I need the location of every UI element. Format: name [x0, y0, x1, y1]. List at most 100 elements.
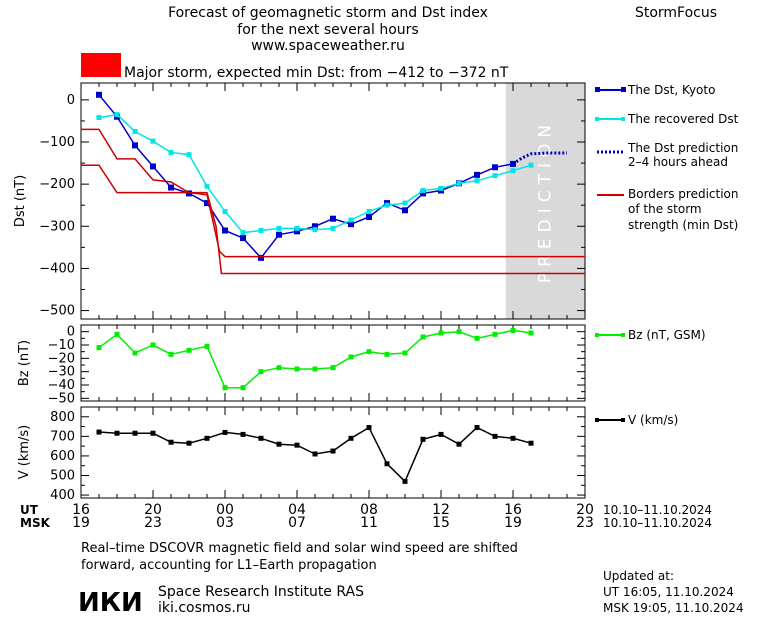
v-series-0-point [114, 430, 120, 436]
v-series-0-point [402, 478, 408, 484]
dst-ytick-label: −300 [39, 219, 75, 234]
v-series-0-point [348, 435, 354, 441]
ut-tick-label: 20 [576, 502, 594, 518]
dst-series-1-point [474, 178, 480, 184]
dst-series-1-point [366, 209, 372, 215]
bz-series-0-point [330, 365, 336, 371]
bz-series-0-point [402, 350, 408, 356]
dst-ytick-label: −500 [39, 304, 75, 319]
dst-series-1-point [186, 152, 192, 158]
v-series-0-point [186, 440, 192, 446]
ut-date-range: 10.10–11.10.2024 [603, 503, 712, 517]
updated-label: Updated at: [603, 569, 674, 583]
dst-series-1-point [132, 128, 138, 134]
bz-series-0-point [168, 351, 174, 357]
bz-axis-label: Bz (nT) [17, 340, 32, 386]
bz-series-0-point [240, 385, 246, 391]
updated-ut: UT 16:05, 11.10.2024 [603, 585, 734, 599]
dst-axis-label: Dst (nT) [13, 175, 28, 227]
dst-series-1-point [402, 200, 408, 206]
dst-series-0-point [366, 214, 372, 221]
dst-panel: PREDICTION 0 −100 −200 −300 −400 −500 Dst (nT… [13, 82, 586, 320]
v-ytick-label: 700 [50, 429, 75, 444]
bz-ytick-label: −50 [48, 391, 75, 406]
dst-series-1-point [240, 230, 246, 236]
ut-tick-label: 12 [432, 502, 450, 518]
bz-series-0-point [276, 365, 282, 371]
bz-series-0-point [132, 350, 138, 356]
dst-series-3-line [81, 128, 585, 258]
title-line-2: for the next several hours [237, 22, 418, 38]
bz-series-0-point [456, 329, 462, 335]
legend-borders-1: Borders prediction [628, 187, 739, 201]
legend-bz-marker [595, 333, 599, 337]
ut-label: UT [20, 503, 39, 517]
dst-series-4-line [81, 164, 585, 275]
dst-ytick-label: −100 [39, 135, 75, 150]
legend-prediction-2: 2–4 hours ahead [628, 155, 728, 169]
dst-series-0-point [150, 163, 156, 170]
msk-tick-label: 15 [432, 515, 450, 531]
bz-series-0-point [312, 366, 318, 372]
ut-tick-label: 04 [288, 502, 306, 518]
msk-tick-label: 23 [144, 515, 162, 531]
v-ytick-label: 400 [50, 488, 75, 503]
msk-tick-label: 19 [72, 515, 90, 531]
dst-series-0-point [330, 215, 336, 222]
v-series-0-point [474, 425, 480, 431]
legend-bz: Bz (nT, GSM) [628, 328, 706, 342]
v-ytick-label: 600 [50, 449, 75, 464]
v-series-0-point [384, 461, 390, 467]
v-series-0-point [528, 440, 534, 446]
bz-ytick-label: −20 [48, 351, 75, 366]
dst-series-1-point [258, 228, 264, 233]
dst-series-0-point [168, 184, 174, 191]
dst-series-1-line [98, 113, 532, 234]
dst-series-0-point [204, 200, 210, 207]
dst-series-0-point [474, 171, 480, 178]
dst-ytick-label: 0 [67, 93, 75, 108]
legend: The Dst, Kyoto The recovered Dst The Dst… [595, 83, 739, 427]
dst-series-2-line [512, 151, 567, 166]
bz-ytick-label: −30 [48, 365, 75, 380]
ut-tick-label: 08 [360, 502, 378, 518]
dst-series-0-line [98, 94, 514, 260]
dst-series-1-point [384, 202, 390, 208]
dst-series-1-point [510, 168, 516, 174]
msk-tick-label: 23 [576, 515, 594, 531]
dst-series-1-point [330, 225, 336, 231]
ut-tick-label: 16 [504, 502, 522, 518]
brand-storm-focus: StormFocus [635, 5, 717, 21]
title-line-3: www.spaceweather.ru [251, 38, 405, 54]
legend-borders-3: strength (min Dst) [628, 218, 738, 232]
dst-series-0-point [312, 223, 318, 230]
dst-series-0-point [276, 231, 282, 238]
legend-dst-kyoto: The Dst, Kyoto [627, 83, 715, 97]
bz-ytick-label: −10 [48, 338, 75, 353]
v-series-0-point [204, 435, 210, 441]
dst-series-1-point [492, 173, 498, 179]
v-ytick-label: 800 [50, 410, 75, 425]
v-series-0-point [132, 430, 138, 436]
ut-tick-label: 00 [216, 502, 234, 518]
dst-series-0-point [132, 142, 138, 149]
bz-series-0-point [294, 366, 300, 372]
dst-series-1-point [456, 180, 462, 186]
dst-series-1-point [204, 183, 210, 189]
bz-series-0-point [384, 351, 390, 357]
bz-series-0-line [98, 329, 532, 389]
v-series-0-point [240, 431, 246, 437]
institute-site[interactable]: iki.cosmos.ru [158, 600, 250, 616]
dst-series-1-point [168, 150, 174, 156]
legend-dst-kyoto-marker-2 [621, 87, 626, 92]
bz-series-0-point [474, 335, 480, 341]
legend-bz-marker-2 [621, 333, 625, 337]
dst-series-1-point [528, 162, 534, 168]
bz-series-0-point [258, 369, 264, 375]
dst-series-0-point [348, 221, 354, 228]
v-series-0-point [438, 431, 444, 437]
footer-note-line-2: forward, accounting for L1–Earth propaga… [81, 558, 377, 573]
dst-series-0-point [96, 91, 102, 98]
legend-dst-kyoto-marker [595, 87, 600, 92]
